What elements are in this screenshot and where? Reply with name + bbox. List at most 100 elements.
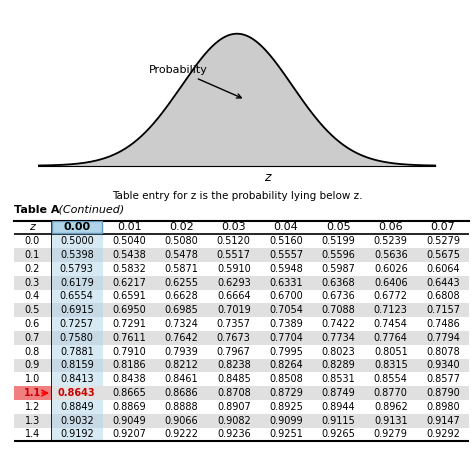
Bar (51, 317, 103, 331)
Bar (51, 262, 103, 276)
Text: 0.7734: 0.7734 (321, 333, 356, 343)
Text: 0.6591: 0.6591 (112, 292, 146, 302)
Text: 0.9032: 0.9032 (60, 416, 94, 426)
Text: 0.6628: 0.6628 (164, 292, 198, 302)
Bar (51, 331, 103, 345)
Text: Table A: Table A (14, 205, 60, 215)
Text: 1.2: 1.2 (25, 402, 40, 412)
Text: 0.8980: 0.8980 (426, 402, 460, 412)
Text: 0.5199: 0.5199 (321, 236, 356, 246)
Bar (51, 372, 103, 386)
Text: 0.7939: 0.7939 (164, 346, 198, 357)
Bar (51, 303, 103, 317)
Text: 0.7123: 0.7123 (374, 305, 408, 315)
Text: 0.8186: 0.8186 (112, 360, 146, 370)
Text: 0.6026: 0.6026 (374, 264, 408, 274)
Text: 0.5517: 0.5517 (217, 250, 251, 260)
Text: 0.8790: 0.8790 (426, 388, 460, 398)
Text: 0.8078: 0.8078 (426, 346, 460, 357)
Text: 0.5120: 0.5120 (217, 236, 251, 246)
Text: 0.7324: 0.7324 (164, 319, 199, 329)
Text: 1.3: 1.3 (25, 416, 40, 426)
Text: 1.0: 1.0 (25, 374, 40, 384)
Text: 0.7486: 0.7486 (426, 319, 460, 329)
Text: 0.5478: 0.5478 (164, 250, 199, 260)
Text: 0.7794: 0.7794 (426, 333, 460, 343)
Text: 0.5675: 0.5675 (426, 250, 460, 260)
Text: 1.1: 1.1 (24, 388, 41, 398)
Bar (51, 345, 103, 359)
Text: 0.6: 0.6 (25, 319, 40, 329)
Text: 0.7611: 0.7611 (112, 333, 146, 343)
Text: 0.8554: 0.8554 (374, 374, 408, 384)
Text: 0.04: 0.04 (273, 222, 299, 232)
Text: 0.7910: 0.7910 (112, 346, 146, 357)
Text: 0.8686: 0.8686 (164, 388, 198, 398)
Text: 0.5279: 0.5279 (426, 236, 460, 246)
Bar (51, 276, 103, 289)
Text: 0.9279: 0.9279 (374, 429, 408, 440)
Text: 0.5871: 0.5871 (164, 264, 199, 274)
Text: 0.7019: 0.7019 (217, 305, 251, 315)
Text: 0.6293: 0.6293 (217, 278, 251, 288)
Text: 0.8264: 0.8264 (269, 360, 303, 370)
Text: 0.6700: 0.6700 (269, 292, 303, 302)
Text: z: z (264, 171, 271, 184)
Text: 0.6179: 0.6179 (60, 278, 94, 288)
Text: 0.8925: 0.8925 (269, 402, 303, 412)
Text: 0.5160: 0.5160 (269, 236, 303, 246)
Text: 0.5636: 0.5636 (374, 250, 408, 260)
Text: 0.5: 0.5 (25, 305, 40, 315)
Text: 0.8023: 0.8023 (321, 346, 356, 357)
Text: 0.5239: 0.5239 (374, 236, 408, 246)
Bar (14, 276, 469, 289)
Text: 0.5040: 0.5040 (112, 236, 146, 246)
Text: 0.8770: 0.8770 (374, 388, 408, 398)
Text: 0.7764: 0.7764 (374, 333, 408, 343)
Bar (51, 234, 103, 248)
Text: 0.8869: 0.8869 (112, 402, 146, 412)
Text: 0.8051: 0.8051 (374, 346, 408, 357)
Text: 0.8159: 0.8159 (60, 360, 94, 370)
Bar (51, 428, 103, 441)
Text: 0.5596: 0.5596 (321, 250, 356, 260)
Text: 0.6368: 0.6368 (322, 278, 355, 288)
Text: 0.9236: 0.9236 (217, 429, 251, 440)
Text: 0.5987: 0.5987 (321, 264, 356, 274)
Text: 0.02: 0.02 (169, 222, 194, 232)
Text: 0.5080: 0.5080 (164, 236, 198, 246)
Text: 0.9251: 0.9251 (269, 429, 303, 440)
Text: 0.6217: 0.6217 (112, 278, 146, 288)
Text: 0.6772: 0.6772 (374, 292, 408, 302)
Text: Probability: Probability (148, 65, 241, 98)
Text: 0.6443: 0.6443 (426, 278, 460, 288)
Text: 0.5398: 0.5398 (60, 250, 94, 260)
Text: 0.6915: 0.6915 (60, 305, 94, 315)
Text: 0.7054: 0.7054 (269, 305, 303, 315)
Text: 0.7389: 0.7389 (269, 319, 303, 329)
Text: 0.6985: 0.6985 (164, 305, 198, 315)
Bar (14, 248, 469, 262)
Text: 0.8708: 0.8708 (217, 388, 251, 398)
Text: 0.8944: 0.8944 (322, 402, 355, 412)
Text: 0.8: 0.8 (25, 346, 40, 357)
Text: 0.7357: 0.7357 (217, 319, 251, 329)
Text: 0.8508: 0.8508 (269, 374, 303, 384)
Text: 0.7422: 0.7422 (321, 319, 356, 329)
Text: 0.7454: 0.7454 (374, 319, 408, 329)
Bar (14, 386, 51, 400)
Text: 0.8461: 0.8461 (164, 374, 198, 384)
Text: 0.8413: 0.8413 (60, 374, 93, 384)
Text: 0.8238: 0.8238 (217, 360, 251, 370)
Text: 0.9131: 0.9131 (374, 416, 408, 426)
Text: 0.9115: 0.9115 (321, 416, 356, 426)
Text: 0.9099: 0.9099 (269, 416, 303, 426)
Text: 0.7: 0.7 (25, 333, 40, 343)
Text: 0.6406: 0.6406 (374, 278, 408, 288)
Text: 0.5000: 0.5000 (60, 236, 94, 246)
Text: 0.5793: 0.5793 (60, 264, 94, 274)
Text: 0.01: 0.01 (117, 222, 141, 232)
Text: 0.7881: 0.7881 (60, 346, 94, 357)
Text: 0.7257: 0.7257 (60, 319, 94, 329)
Text: 0.8438: 0.8438 (112, 374, 146, 384)
